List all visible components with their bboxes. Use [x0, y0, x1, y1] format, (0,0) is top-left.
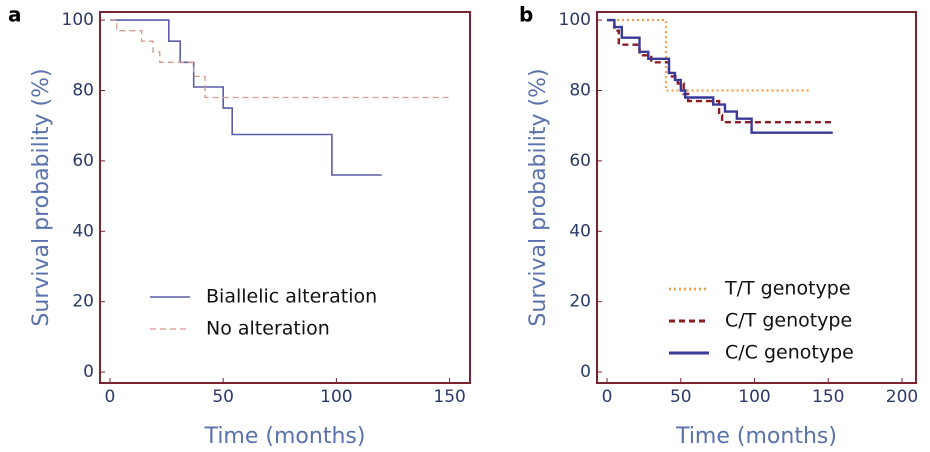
legend-label: C/T genotype: [725, 310, 852, 332]
y-tick-label: 40: [72, 221, 94, 241]
plot-frame: [99, 11, 471, 384]
legend-label: C/C genotype: [725, 342, 854, 364]
legend-label: Biallelic alteration: [206, 286, 377, 308]
legend-label: No alteration: [206, 318, 330, 340]
x-tick-label: 50: [670, 387, 692, 407]
survival-curve: [607, 18, 833, 134]
survival-curve: [607, 18, 833, 124]
legend-label: T/T genotype: [724, 278, 851, 300]
x-tick-label: 50: [212, 387, 234, 407]
x-tick-label: 200: [886, 387, 918, 407]
survival-curve: [110, 19, 450, 99]
y-tick-label: 80: [569, 80, 591, 100]
x-tick-label: 150: [433, 387, 465, 407]
y-tick-label: 80: [72, 80, 94, 100]
y-tick-label: 100: [62, 10, 94, 30]
x-tick-label: 150: [812, 387, 844, 407]
x-axis-label: Time (months): [204, 424, 366, 449]
y-tick-label: 60: [72, 151, 94, 171]
y-tick-label: 60: [569, 151, 591, 171]
plot-frame: [596, 11, 917, 384]
y-axis-label: Survival probability (%): [29, 68, 54, 326]
survival-curve: [607, 19, 810, 92]
y-axis-label: Survival probability (%): [526, 68, 551, 326]
y-tick-label: 20: [72, 292, 94, 312]
panel-label: b: [519, 3, 533, 27]
x-tick-label: 0: [602, 387, 613, 407]
y-tick-label: 20: [569, 292, 591, 312]
y-tick-label: 100: [559, 10, 591, 30]
x-tick-label: 100: [320, 387, 352, 407]
y-tick-label: 40: [569, 221, 591, 241]
y-tick-label: 0: [83, 362, 94, 382]
x-axis-label: Time (months): [675, 424, 837, 449]
panel-label: a: [8, 3, 22, 27]
x-tick-label: 100: [738, 387, 770, 407]
x-tick-label: 0: [105, 387, 116, 407]
survival-curve: [110, 19, 382, 176]
y-tick-label: 0: [580, 362, 591, 382]
